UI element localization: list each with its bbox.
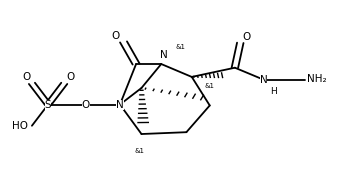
Text: O: O	[112, 31, 120, 41]
Text: O: O	[66, 72, 74, 82]
Text: NH₂: NH₂	[307, 74, 327, 84]
Text: &1: &1	[205, 83, 214, 89]
Text: S: S	[45, 99, 51, 110]
Text: O: O	[82, 99, 90, 110]
Text: &1: &1	[135, 148, 145, 154]
Text: O: O	[242, 32, 250, 42]
Text: &1: &1	[176, 44, 186, 50]
Text: N: N	[160, 50, 168, 60]
Text: O: O	[22, 72, 30, 82]
Text: N: N	[116, 99, 124, 110]
Text: HO: HO	[12, 121, 28, 131]
Text: H: H	[270, 87, 277, 96]
Text: N: N	[260, 75, 268, 85]
